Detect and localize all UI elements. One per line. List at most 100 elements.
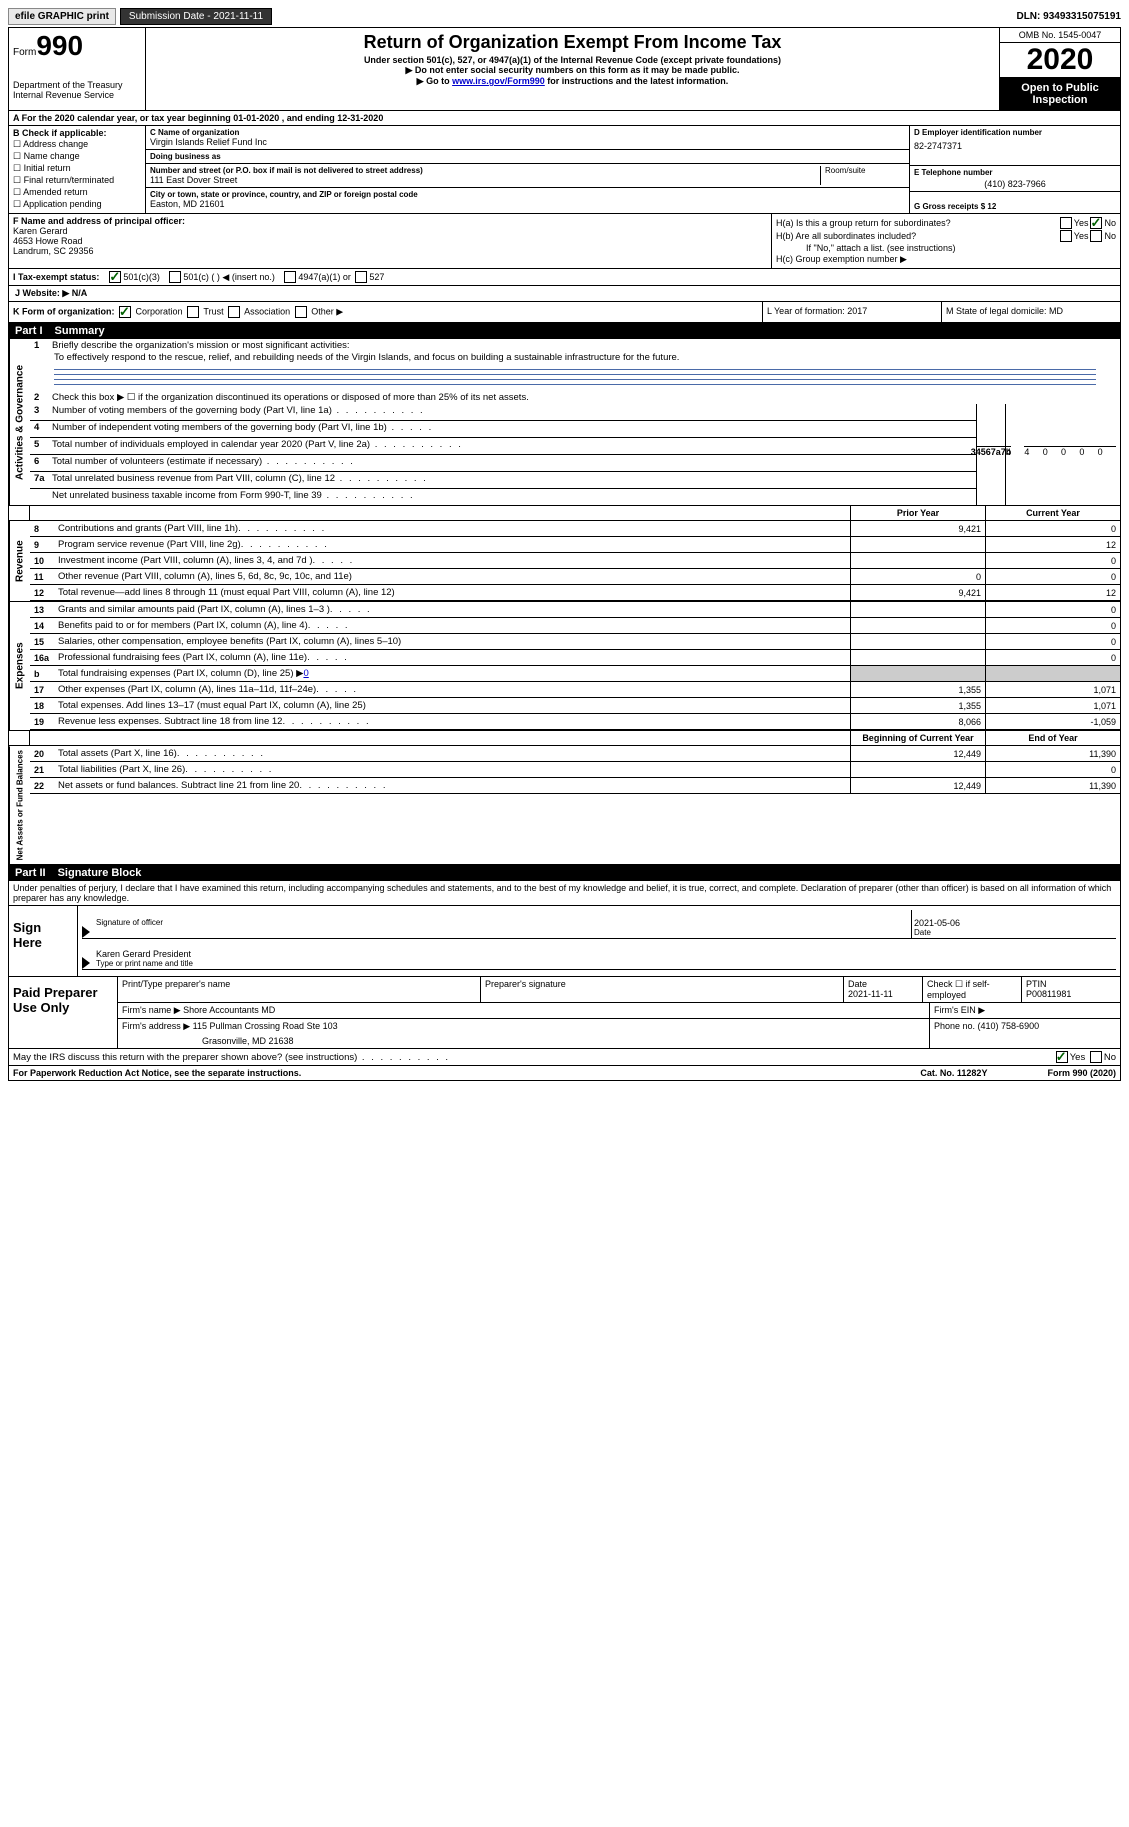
ha-no-checkbox[interactable]	[1090, 217, 1102, 229]
paid-preparer-label: Paid Preparer Use Only	[9, 977, 118, 1048]
row-j-website: J Website: ▶ N/A	[9, 286, 1120, 302]
hb-no-checkbox[interactable]	[1090, 230, 1102, 242]
chk-trust[interactable]	[187, 306, 199, 318]
line-2: 2 Check this box ▶ ☐ if the organization…	[30, 391, 1120, 404]
cat-no: Cat. No. 11282Y	[920, 1068, 987, 1078]
omb-number: OMB No. 1545-0047	[1000, 28, 1120, 43]
chk-final-return[interactable]: ☐ Final return/terminated	[13, 175, 141, 186]
col-d-right: D Employer identification number 82-2747…	[909, 126, 1120, 213]
part1-header: Part I Summary	[9, 323, 1120, 339]
rule-line	[54, 373, 1096, 375]
preparer-header-row: Print/Type preparer's name Preparer's si…	[118, 977, 1120, 1003]
chk-name-change[interactable]: ☐ Name change	[13, 151, 141, 162]
firm-ein: Firm's EIN ▶	[930, 1003, 1120, 1018]
fundraising-link[interactable]: 0	[303, 668, 308, 679]
line-13: 13Grants and similar amounts paid (Part …	[30, 602, 1120, 618]
chk-4947[interactable]	[284, 271, 296, 283]
chk-other[interactable]	[295, 306, 307, 318]
chk-501c[interactable]	[169, 271, 181, 283]
self-employed-check[interactable]: Check ☐ if self-employed	[923, 977, 1022, 1002]
hb-note: If "No," attach a list. (see instruction…	[776, 243, 1116, 253]
header-right: OMB No. 1545-0047 2020 Open to Public In…	[999, 28, 1120, 110]
f-label: F Name and address of principal officer:	[13, 216, 767, 226]
section-b-through-g: B Check if applicable: ☐ Address change …	[9, 126, 1120, 214]
hc-line: H(c) Group exemption number ▶	[776, 254, 1116, 265]
firm-phone: Phone no. (410) 758-6900	[930, 1019, 1120, 1048]
form-number: 990	[36, 30, 83, 61]
goto-line: ▶ Go to www.irs.gov/Form990 for instruct…	[150, 76, 995, 87]
room-suite: Room/suite	[820, 166, 905, 185]
preparer-date: Date2021-11-11	[844, 977, 923, 1002]
dln-text: DLN: 93493315075191	[1016, 11, 1121, 22]
preparer-name-header: Print/Type preparer's name	[118, 977, 481, 1002]
part2-title: Signature Block	[58, 867, 142, 879]
ein-value: 82-2747371	[914, 141, 1116, 151]
officer-name: Karen Gerard	[13, 226, 767, 236]
line-19: 19Revenue less expenses. Subtract line 1…	[30, 714, 1120, 730]
firm-addr-row: Firm's address ▶ 115 Pullman Crossing Ro…	[118, 1019, 1120, 1048]
expenses-block: Expenses 13Grants and similar amounts pa…	[9, 602, 1120, 731]
chk-initial-return[interactable]: ☐ Initial return	[13, 163, 141, 174]
firm-name-row: Firm's name ▶ Shore Accountants MD Firm'…	[118, 1003, 1120, 1019]
col-c-org-info: C Name of organization Virgin Islands Re…	[146, 126, 909, 213]
gross-receipts: G Gross receipts $ 12	[914, 202, 1116, 211]
preparer-sig-header: Preparer's signature	[481, 977, 844, 1002]
current-year-header: Current Year	[985, 506, 1120, 520]
ssn-warning: ▶ Do not enter social security numbers o…	[150, 65, 995, 76]
ha-line: H(a) Is this a group return for subordin…	[776, 217, 1116, 229]
mission-text: To effectively respond to the rescue, re…	[30, 352, 1120, 365]
prior-current-header: Prior Year Current Year	[9, 506, 1120, 521]
ein-label: D Employer identification number	[914, 128, 1116, 137]
line-9: 9Program service revenue (Part VIII, lin…	[30, 537, 1120, 553]
addr-label: Number and street (or P.O. box if mail i…	[150, 166, 820, 175]
arrow-icon	[82, 957, 90, 969]
chk-application-pending[interactable]: ☐ Application pending	[13, 199, 141, 210]
chk-corp[interactable]	[119, 306, 131, 318]
form-subtitle: Under section 501(c), 527, or 4947(a)(1)…	[150, 55, 995, 65]
revenue-block: Revenue 8Contributions and grants (Part …	[9, 521, 1120, 602]
sign-here-section: Sign Here Signature of officer 2021-05-0…	[9, 906, 1120, 977]
org-name: Virgin Islands Relief Fund Inc	[150, 137, 905, 147]
efile-graphic-button[interactable]: efile GRAPHIC print	[8, 8, 116, 25]
irs-discuss-row: May the IRS discuss this return with the…	[9, 1049, 1120, 1066]
sign-here-label: Sign Here	[9, 906, 78, 976]
k-form-org: K Form of organization: Corporation Trus…	[9, 302, 763, 322]
top-bar: efile GRAPHIC print Submission Date - 20…	[8, 8, 1121, 25]
chk-527[interactable]	[355, 271, 367, 283]
activities-governance-block: Activities & Governance 1 Briefly descri…	[9, 339, 1120, 506]
form-ref: Form 990 (2020)	[1047, 1068, 1116, 1078]
chk-address-change[interactable]: ☐ Address change	[13, 139, 141, 150]
part1-num: Part I	[15, 325, 43, 337]
form990-link[interactable]: www.irs.gov/Form990	[452, 76, 545, 86]
discuss-yes-checkbox[interactable]	[1056, 1051, 1068, 1063]
ein-box: D Employer identification number 82-2747…	[910, 126, 1120, 166]
city-row: City or town, state or province, country…	[146, 188, 909, 211]
side-activities-governance: Activities & Governance	[9, 339, 30, 505]
submission-date-button[interactable]: Submission Date - 2021-11-11	[120, 8, 272, 25]
hb-yes-checkbox[interactable]	[1060, 230, 1072, 242]
chk-501c3[interactable]	[109, 271, 121, 283]
chk-assoc[interactable]	[228, 306, 240, 318]
part2-num: Part II	[15, 867, 46, 879]
line-18: 18Total expenses. Add lines 13–17 (must …	[30, 698, 1120, 714]
part2-header: Part II Signature Block	[9, 865, 1120, 881]
ha-yes-checkbox[interactable]	[1060, 217, 1072, 229]
rule-line	[54, 383, 1096, 385]
line-val-col: 4 4 0 0 0 0	[1005, 404, 1120, 505]
gross-receipts-box: G Gross receipts $ 12	[910, 192, 1120, 213]
paid-preparer-section: Paid Preparer Use Only Print/Type prepar…	[9, 977, 1120, 1049]
footer: For Paperwork Reduction Act Notice, see …	[9, 1066, 1120, 1080]
chk-amended-return[interactable]: ☐ Amended return	[13, 187, 141, 198]
col-b-checkboxes: B Check if applicable: ☐ Address change …	[9, 126, 146, 213]
line-1: 1 Briefly describe the organization's mi…	[30, 339, 1120, 352]
line-11: 11Other revenue (Part VIII, column (A), …	[30, 569, 1120, 585]
section-h: H(a) Is this a group return for subordin…	[772, 214, 1120, 268]
officer-addr1: 4653 Howe Road	[13, 236, 767, 246]
officer-addr2: Landrum, SC 29356	[13, 246, 767, 256]
discuss-no-checkbox[interactable]	[1090, 1051, 1102, 1063]
officer-name-line: Karen Gerard President Type or print nam…	[82, 941, 1116, 970]
line-10: 10Investment income (Part VIII, column (…	[30, 553, 1120, 569]
addr-value: 111 East Dover Street	[150, 175, 820, 185]
tax-year: 2020	[1000, 43, 1120, 78]
dept-treasury: Department of the Treasury	[13, 80, 141, 90]
